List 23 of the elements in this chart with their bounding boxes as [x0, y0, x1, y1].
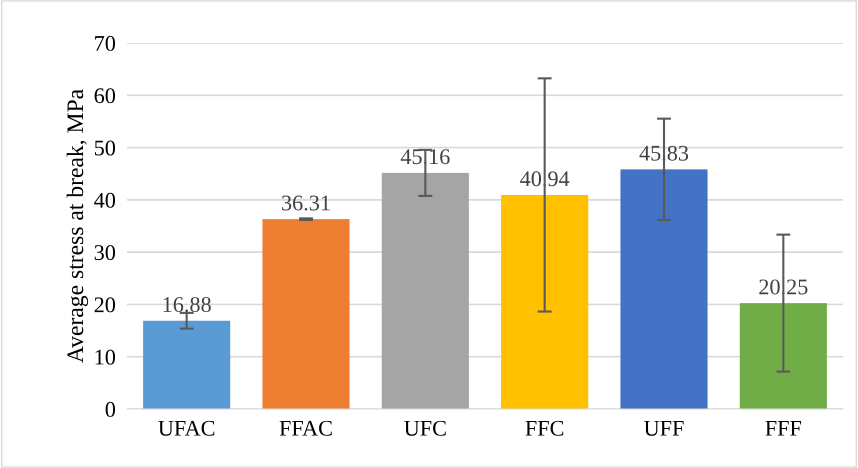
y-axis-title: Average stress at break, MPa	[66, 89, 88, 363]
y-tick-label: 30	[94, 245, 116, 260]
y-tick-label: 0	[106, 402, 116, 417]
y-tick-label: 40	[94, 192, 116, 208]
y-tick-label: 10	[96, 350, 116, 365]
bar	[262, 219, 350, 409]
bar	[382, 172, 469, 409]
y-tick-label: 50	[94, 140, 116, 156]
y-tick-label: 20	[94, 297, 116, 312]
x-tick-label: UFAC	[158, 420, 214, 436]
y-tick-label: 60	[94, 88, 116, 104]
x-tick-label: FFC	[526, 420, 564, 436]
x-tick-label: FFF	[765, 420, 802, 436]
data-label: 36.31	[282, 196, 330, 211]
bar	[740, 303, 827, 409]
bar	[143, 320, 230, 409]
data-label: 16.88	[164, 297, 211, 312]
bar	[620, 169, 708, 409]
bar	[501, 194, 588, 409]
x-tick-label: UFF	[644, 420, 684, 436]
y-tick-label: 70	[95, 36, 116, 51]
x-tick-label: UFC	[404, 420, 446, 436]
x-tick-label: FFAC	[280, 420, 332, 436]
